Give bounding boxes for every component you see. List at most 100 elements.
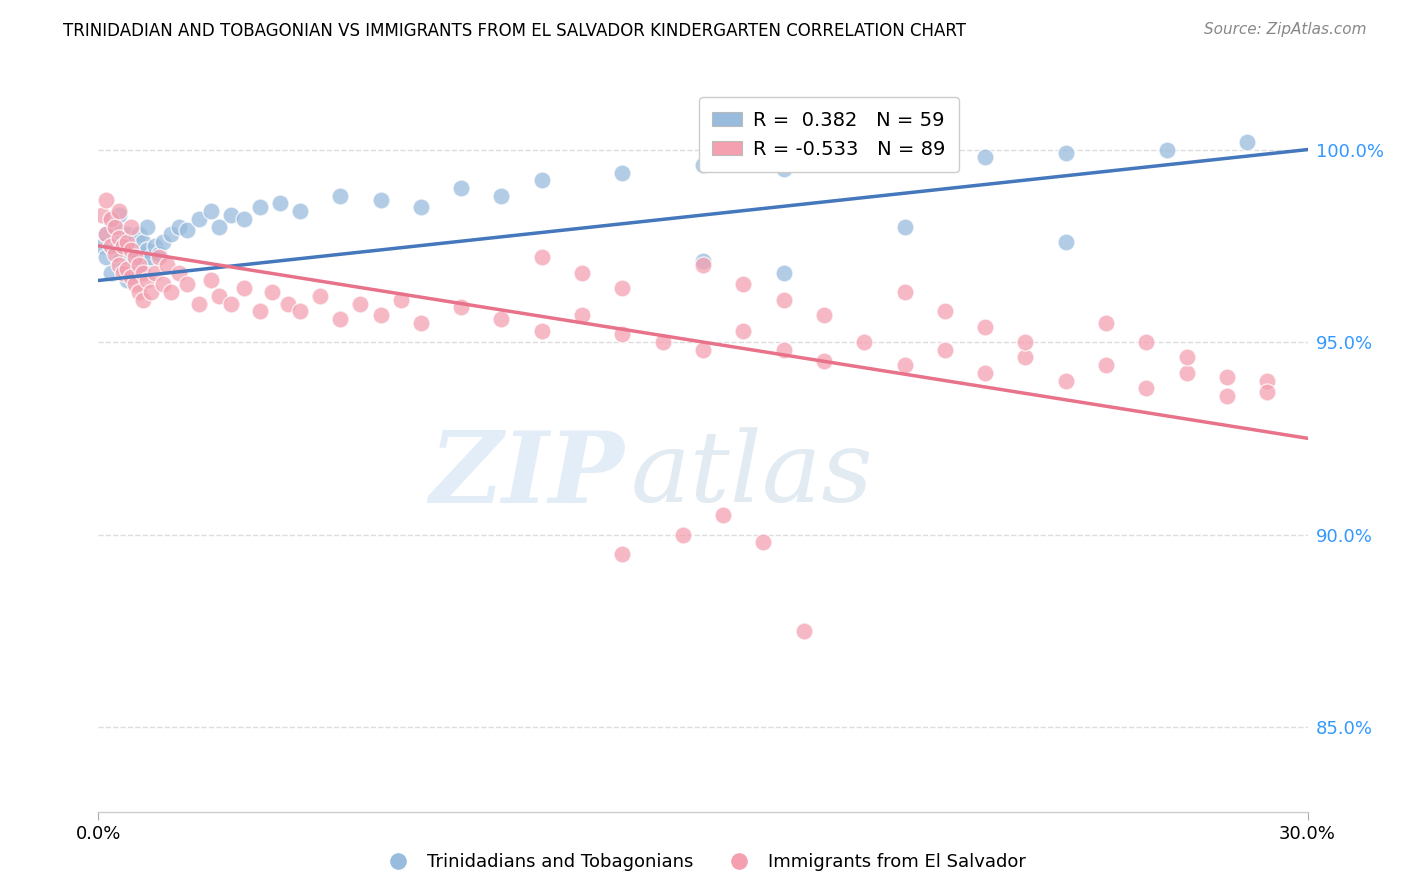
- Point: [612, 327, 634, 342]
- Point: [221, 296, 243, 310]
- Point: [450, 181, 472, 195]
- Point: [1095, 316, 1118, 330]
- Point: [1054, 235, 1077, 249]
- Point: [1095, 358, 1118, 372]
- Point: [160, 227, 183, 242]
- Point: [1156, 143, 1178, 157]
- Point: [188, 211, 211, 226]
- Point: [309, 289, 332, 303]
- Point: [288, 304, 311, 318]
- Point: [96, 193, 118, 207]
- Point: [893, 219, 915, 234]
- Point: [772, 343, 794, 357]
- Point: [208, 219, 231, 234]
- Point: [1216, 369, 1239, 384]
- Point: [208, 289, 231, 303]
- Point: [329, 188, 352, 202]
- Point: [711, 508, 734, 523]
- Point: [1014, 351, 1036, 365]
- Point: [96, 227, 118, 242]
- Text: atlas: atlas: [630, 427, 873, 523]
- Point: [1014, 334, 1036, 349]
- Point: [249, 200, 271, 214]
- Point: [893, 358, 915, 372]
- Point: [128, 227, 150, 242]
- Point: [107, 204, 129, 219]
- Point: [530, 324, 553, 338]
- Point: [571, 266, 593, 280]
- Point: [167, 266, 190, 280]
- Point: [349, 296, 371, 310]
- Point: [111, 266, 134, 280]
- Point: [893, 285, 915, 299]
- Point: [450, 301, 472, 315]
- Point: [100, 239, 122, 253]
- Point: [128, 251, 150, 265]
- Y-axis label: Kindergarten: Kindergarten: [0, 387, 8, 505]
- Point: [692, 258, 714, 272]
- Point: [491, 312, 513, 326]
- Point: [139, 251, 162, 265]
- Point: [115, 273, 138, 287]
- Point: [103, 243, 125, 257]
- Point: [200, 273, 222, 287]
- Point: [120, 243, 142, 257]
- Point: [232, 281, 254, 295]
- Point: [1256, 374, 1278, 388]
- Point: [176, 223, 198, 237]
- Point: [612, 547, 634, 561]
- Point: [188, 296, 211, 310]
- Point: [974, 366, 997, 380]
- Point: [107, 231, 129, 245]
- Point: [1175, 366, 1198, 380]
- Point: [160, 285, 183, 299]
- Point: [692, 158, 714, 172]
- Point: [672, 527, 695, 541]
- Point: [1236, 135, 1258, 149]
- Point: [612, 166, 634, 180]
- Point: [124, 266, 146, 280]
- Point: [1175, 351, 1198, 365]
- Point: [120, 269, 142, 284]
- Point: [853, 334, 876, 349]
- Point: [111, 239, 134, 253]
- Point: [530, 251, 553, 265]
- Point: [813, 354, 835, 368]
- Point: [139, 285, 162, 299]
- Point: [124, 277, 146, 292]
- Point: [269, 196, 291, 211]
- Point: [120, 235, 142, 249]
- Point: [934, 304, 956, 318]
- Point: [260, 285, 283, 299]
- Point: [530, 173, 553, 187]
- Point: [974, 150, 997, 164]
- Text: ZIP: ZIP: [429, 427, 624, 524]
- Point: [91, 208, 114, 222]
- Point: [148, 251, 170, 265]
- Point: [103, 219, 125, 234]
- Point: [1135, 381, 1157, 395]
- Point: [232, 211, 254, 226]
- Point: [100, 211, 122, 226]
- Point: [571, 308, 593, 322]
- Point: [143, 239, 166, 253]
- Point: [124, 243, 146, 257]
- Point: [934, 343, 956, 357]
- Point: [491, 188, 513, 202]
- Point: [156, 258, 179, 272]
- Point: [111, 239, 134, 253]
- Legend: R =  0.382   N = 59, R = -0.533   N = 89: R = 0.382 N = 59, R = -0.533 N = 89: [699, 97, 959, 172]
- Point: [135, 243, 157, 257]
- Point: [612, 281, 634, 295]
- Point: [772, 293, 794, 307]
- Point: [128, 258, 150, 272]
- Point: [167, 219, 190, 234]
- Point: [249, 304, 271, 318]
- Point: [103, 219, 125, 234]
- Point: [288, 204, 311, 219]
- Point: [115, 227, 138, 242]
- Point: [96, 251, 118, 265]
- Point: [96, 227, 118, 242]
- Point: [120, 219, 142, 234]
- Point: [148, 246, 170, 260]
